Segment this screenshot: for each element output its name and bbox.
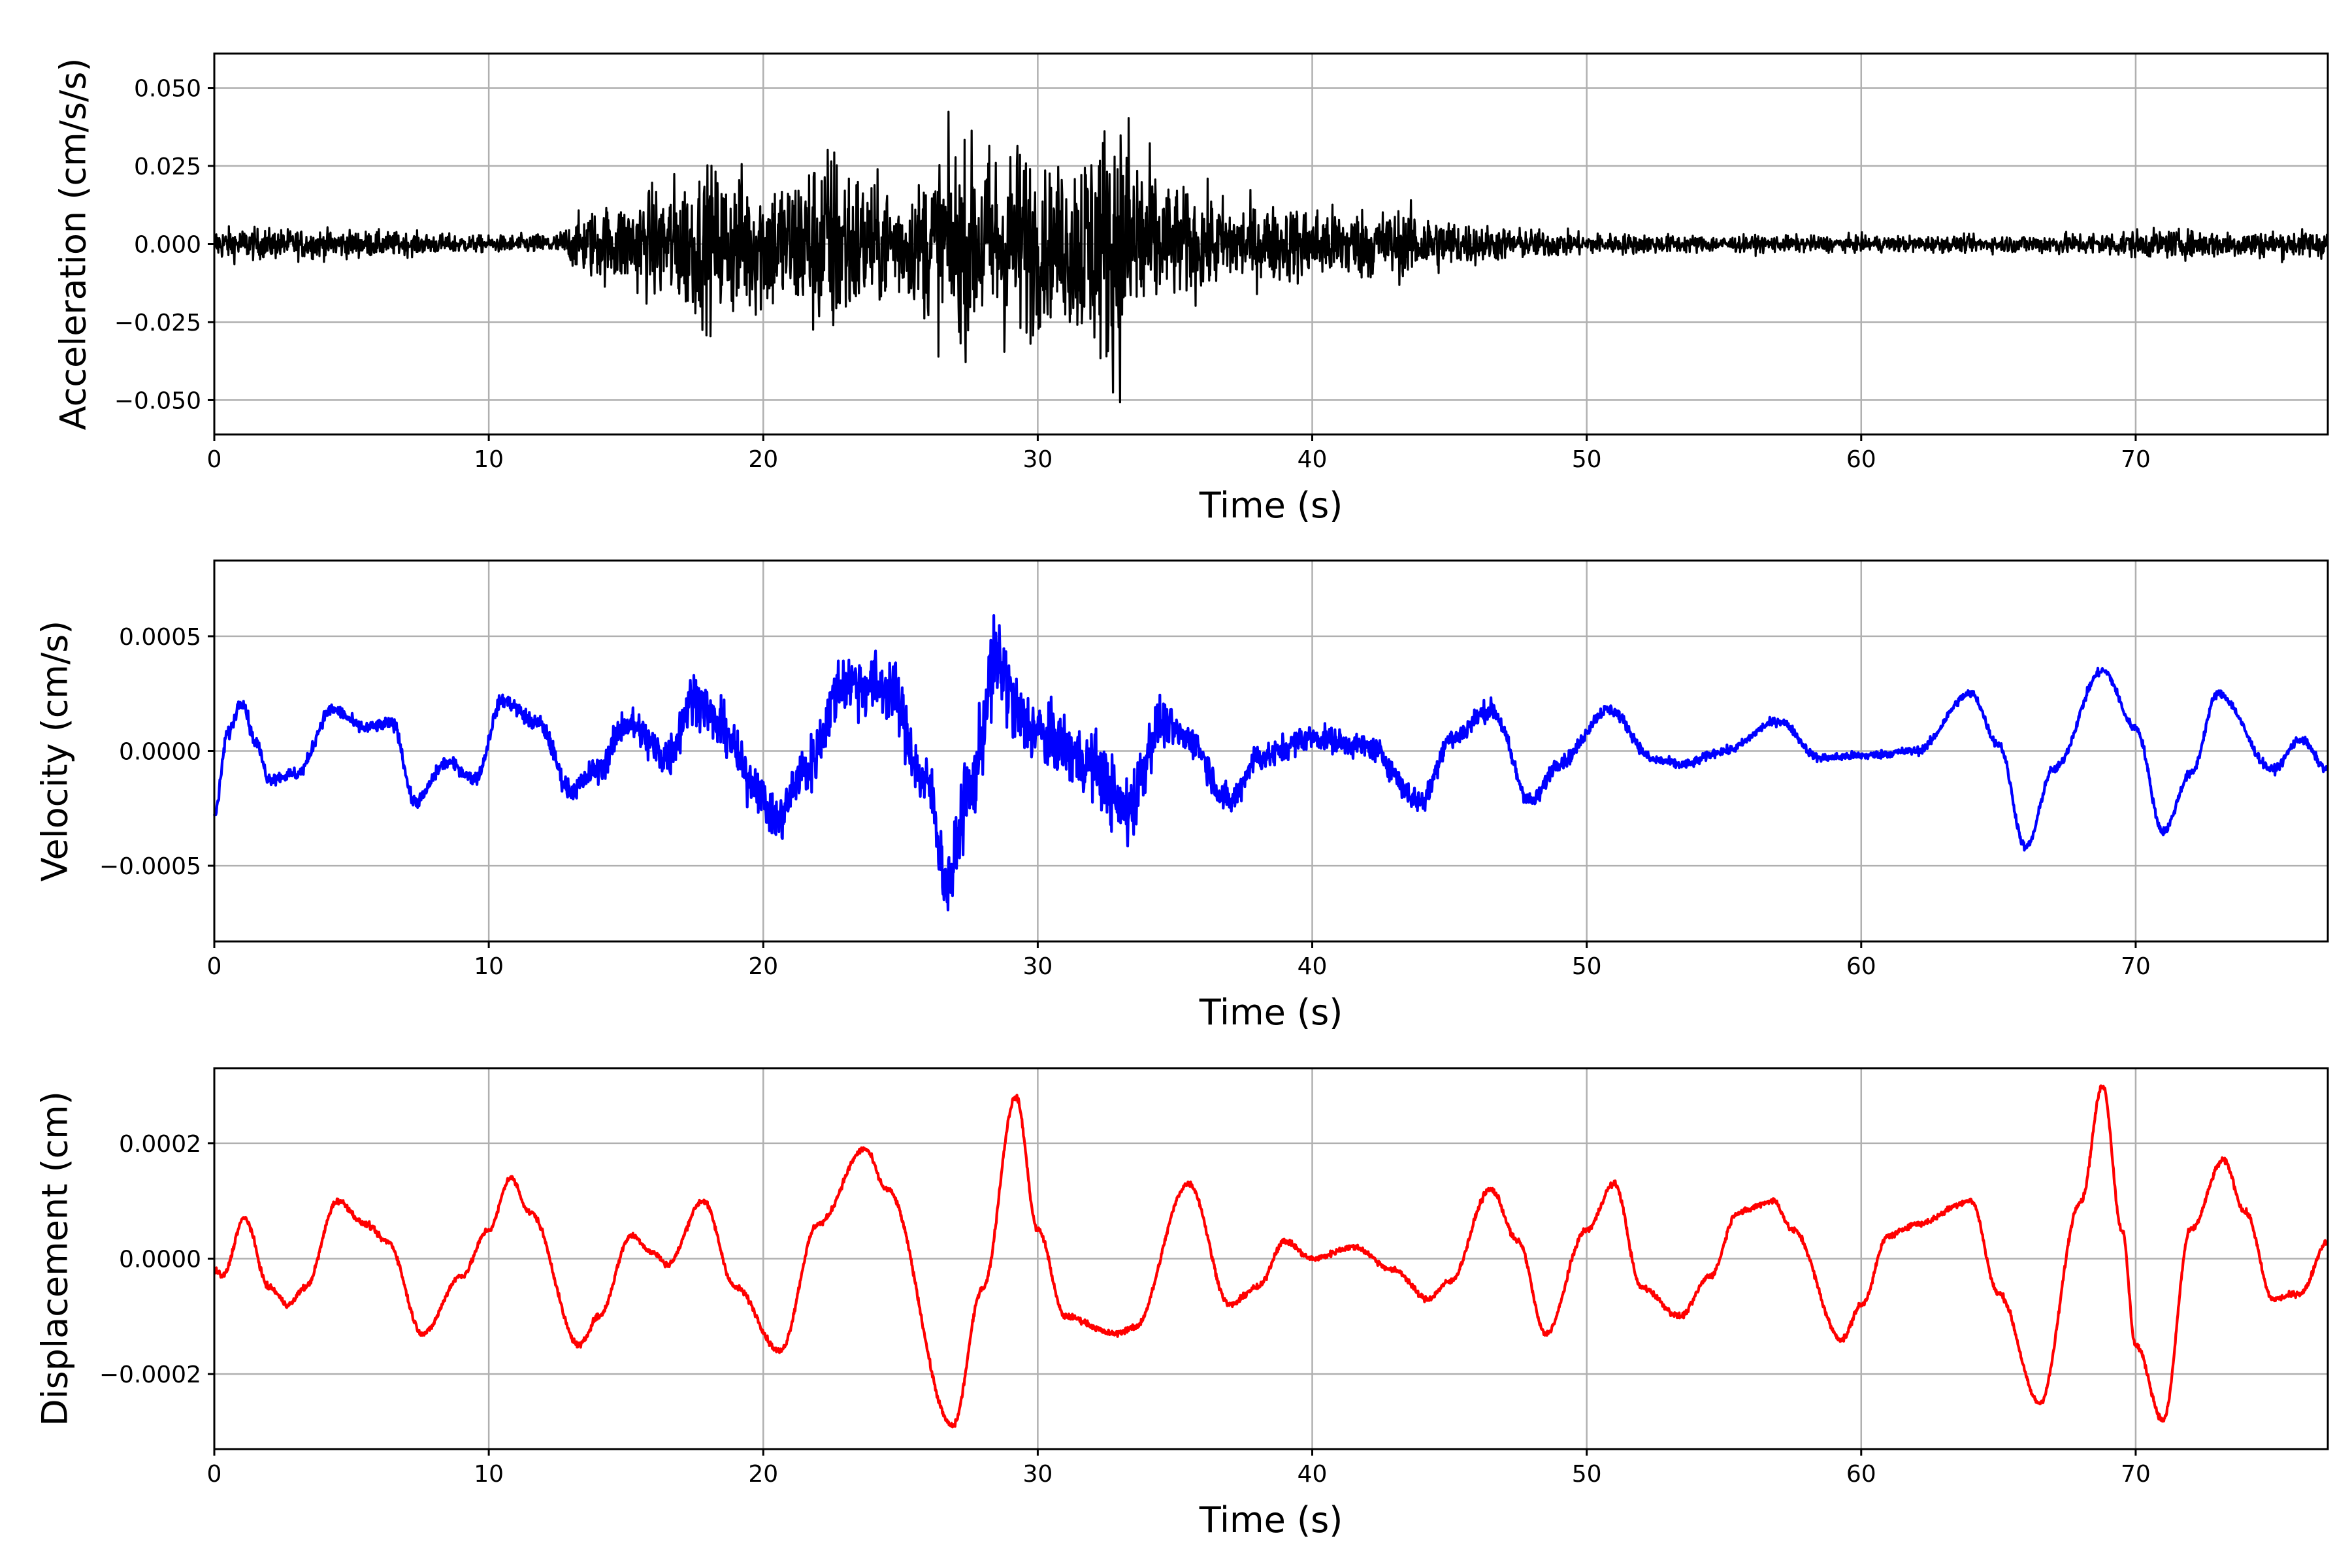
velocity-x-tick-label: 30 <box>1022 953 1053 980</box>
acceleration-y-tick-label: −0.050 <box>114 387 201 414</box>
velocity-x-tick-label: 20 <box>748 953 778 980</box>
velocity-y-axis-label: Velocity (cm/s) <box>35 621 76 882</box>
acceleration-panel: 0 10 20 30 40 50 60 70 −0.050 −0.025 0.000 0.025 0.… <box>53 52 2329 526</box>
velocity-x-tick-label: 40 <box>1298 953 1328 980</box>
acceleration-y-tick-label: 0.025 <box>134 154 201 180</box>
displacement-x-tick-label: 30 <box>1022 1461 1053 1488</box>
acceleration-x-ticks: 0 10 20 30 40 50 60 70 <box>207 434 2151 473</box>
displacement-y-axis-label: Displacement (cm) <box>35 1091 76 1426</box>
velocity-x-ticks: 0 10 20 30 40 50 60 70 <box>207 941 2151 980</box>
acceleration-y-tick-label: 0.050 <box>134 76 201 103</box>
velocity-y-tick-label: −0.0005 <box>99 853 201 880</box>
displacement-y-tick-label: 0.0002 <box>119 1131 201 1158</box>
acceleration-y-axis-label: Acceleration (cm/s/s) <box>53 58 94 431</box>
acceleration-plot-frame <box>213 52 2329 436</box>
displacement-y-tick-label: 0.0000 <box>119 1247 201 1273</box>
velocity-trace <box>212 613 2329 912</box>
velocity-y-ticks: −0.0005 0.0000 0.0005 <box>99 624 214 880</box>
velocity-x-tick-label: 0 <box>207 953 222 980</box>
velocity-panel: 0 10 20 30 40 50 60 70 −0.0005 0.0000 0.0005 Time… <box>35 559 2329 1033</box>
acceleration-x-axis-label: Time (s) <box>1199 485 1343 526</box>
displacement-x-tick-label: 50 <box>1572 1461 1602 1488</box>
acceleration-trace <box>213 110 2329 404</box>
displacement-x-tick-label: 40 <box>1298 1461 1328 1488</box>
displacement-y-ticks: −0.0002 0.0000 0.0002 <box>99 1131 214 1388</box>
acceleration-x-tick-label: 10 <box>474 446 504 473</box>
acceleration-x-tick-label: 40 <box>1298 446 1328 473</box>
displacement-x-tick-label: 10 <box>474 1461 504 1488</box>
velocity-x-axis-label: Time (s) <box>1199 992 1343 1033</box>
acceleration-series-line <box>213 110 2329 404</box>
acceleration-x-tick-label: 60 <box>1846 446 1876 473</box>
acceleration-x-tick-label: 50 <box>1572 446 1602 473</box>
displacement-y-tick-label: −0.0002 <box>99 1362 201 1388</box>
velocity-y-tick-label: 0.0005 <box>119 624 201 651</box>
acceleration-y-ticks: −0.050 −0.025 0.000 0.025 0.050 <box>114 76 214 414</box>
acceleration-y-tick-label: −0.025 <box>114 310 201 336</box>
acceleration-x-tick-label: 70 <box>2121 446 2151 473</box>
velocity-x-tick-label: 60 <box>1846 953 1876 980</box>
velocity-y-tick-label: 0.0000 <box>119 739 201 766</box>
displacement-x-tick-label: 0 <box>207 1461 222 1488</box>
displacement-series-line <box>213 1084 2329 1429</box>
displacement-x-axis-label: Time (s) <box>1199 1499 1343 1541</box>
displacement-trace <box>213 1084 2329 1429</box>
acceleration-x-tick-label: 20 <box>748 446 778 473</box>
displacement-x-tick-label: 20 <box>748 1461 778 1488</box>
velocity-x-tick-label: 10 <box>474 953 504 980</box>
acceleration-x-tick-label: 30 <box>1022 446 1053 473</box>
velocity-plot-frame <box>213 559 2329 943</box>
velocity-x-tick-label: 70 <box>2121 953 2151 980</box>
acceleration-y-tick-label: 0.000 <box>134 232 201 259</box>
displacement-x-tick-label: 60 <box>1846 1461 1876 1488</box>
displacement-plot-frame <box>213 1067 2329 1450</box>
velocity-series-line <box>212 613 2329 912</box>
acceleration-x-tick-label: 0 <box>207 446 222 473</box>
velocity-x-tick-label: 50 <box>1572 953 1602 980</box>
displacement-x-tick-label: 70 <box>2121 1461 2151 1488</box>
displacement-x-ticks: 0 10 20 30 40 50 60 70 <box>207 1449 2151 1488</box>
displacement-panel: 0 10 20 30 40 50 60 70 −0.0002 0.0000 0.0002 Time… <box>35 1067 2329 1541</box>
